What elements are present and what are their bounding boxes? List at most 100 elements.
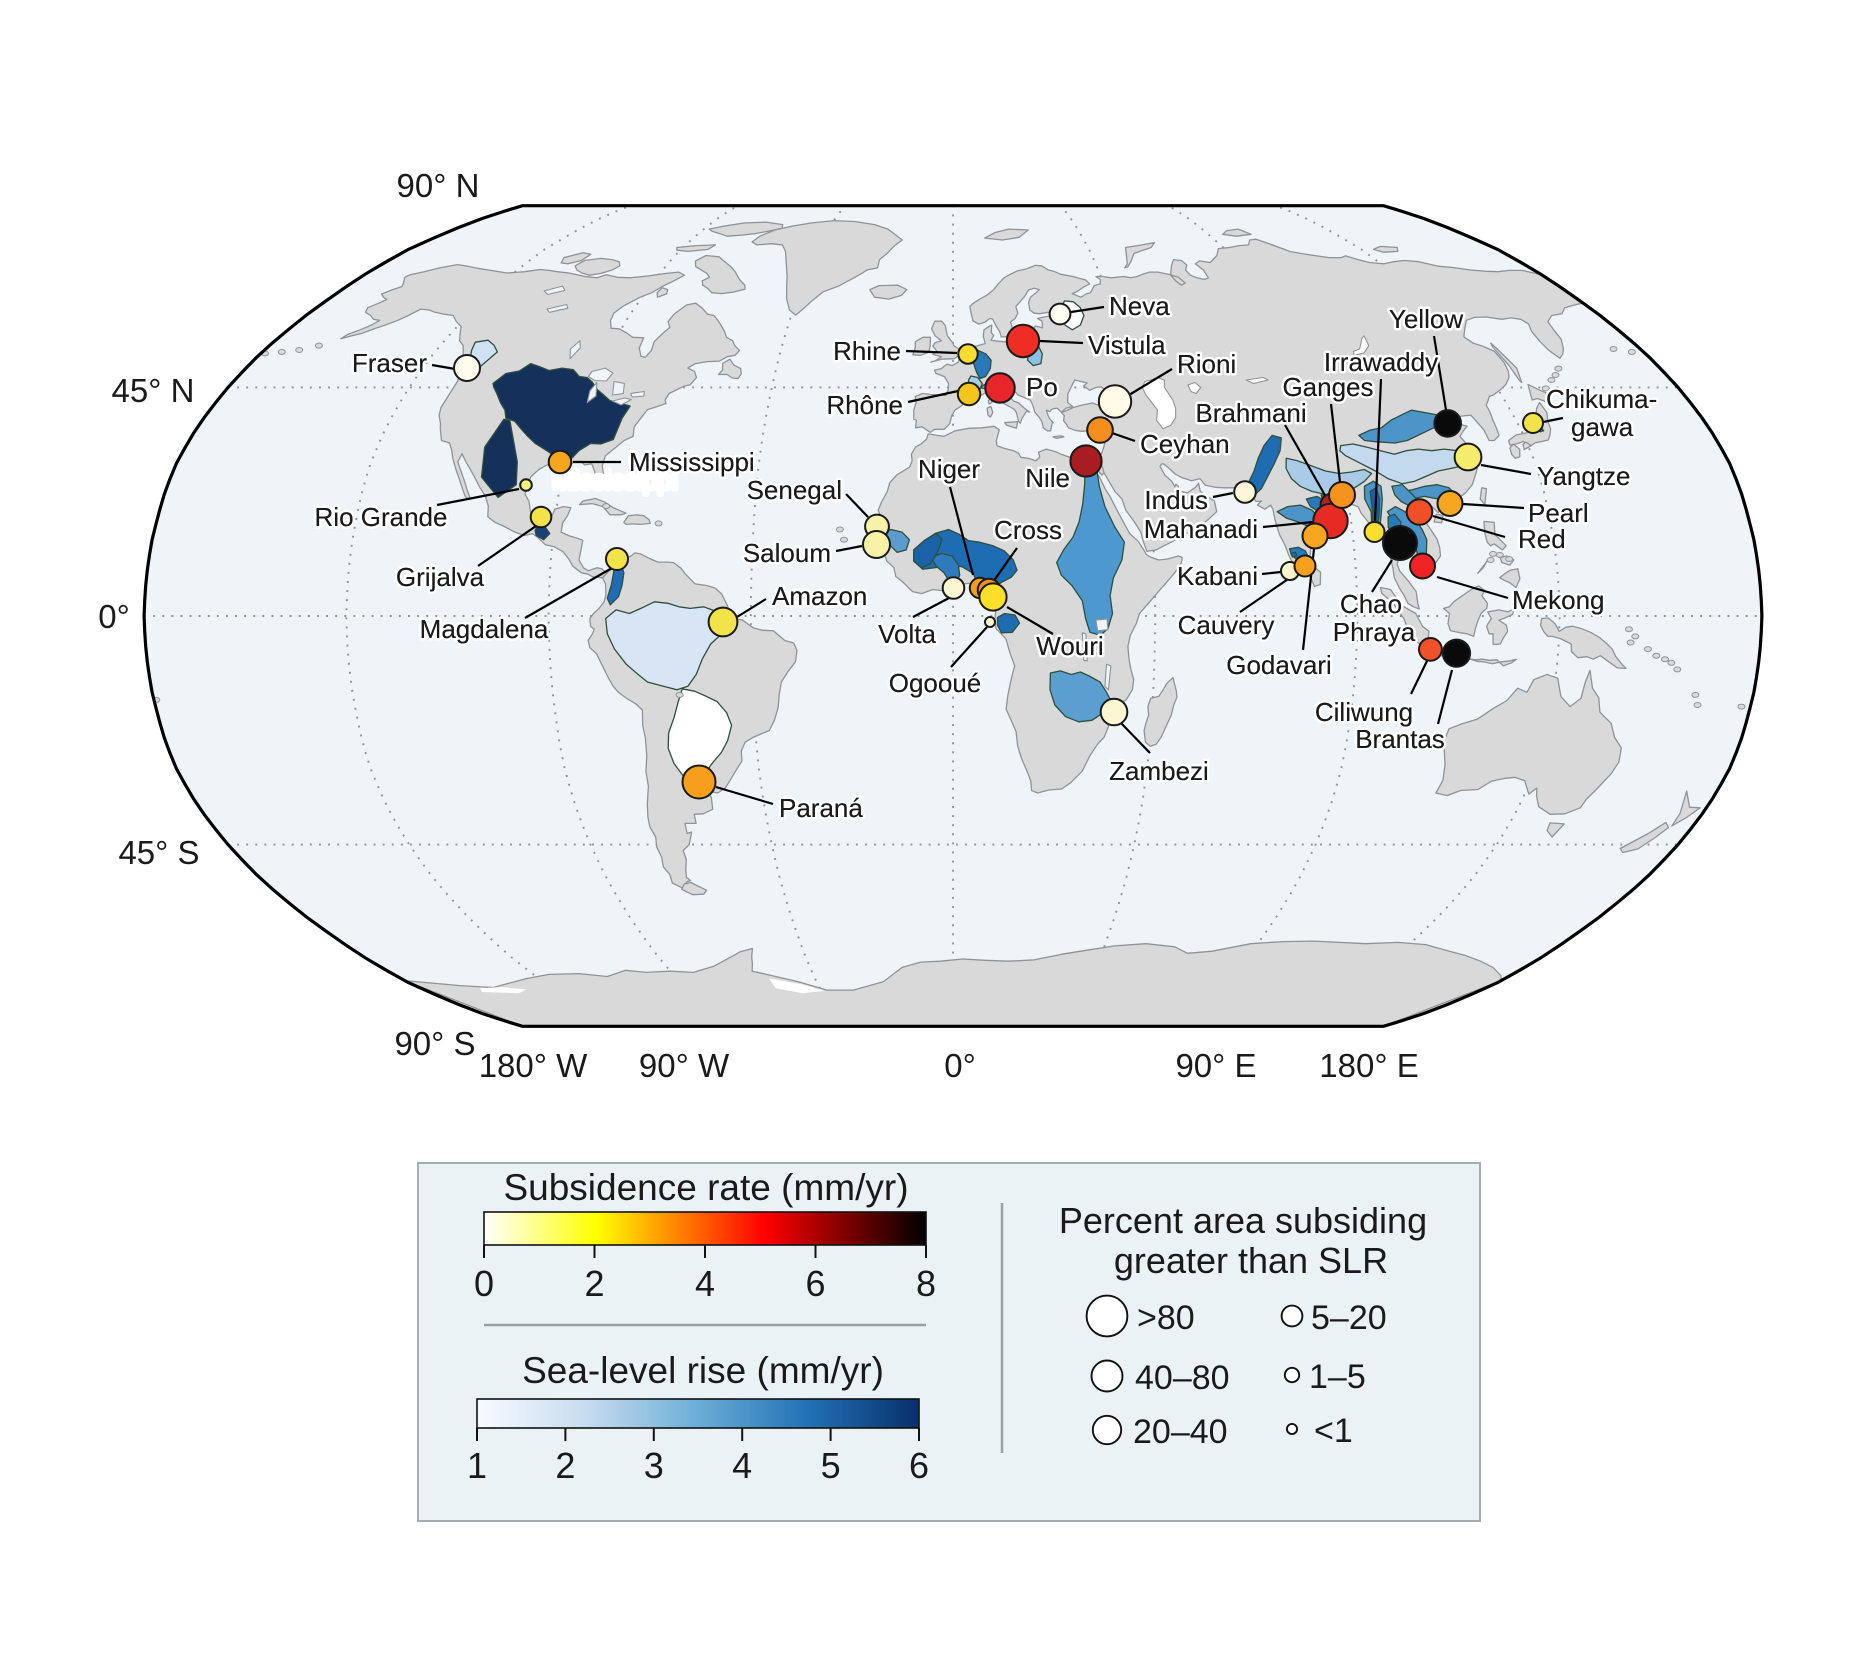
svg-text:Phraya: Phraya [1333, 617, 1416, 647]
svg-text:Rio Grande: Rio Grande [315, 502, 448, 532]
svg-text:Neva: Neva [1109, 291, 1170, 321]
svg-text:Pearl: Pearl [1528, 498, 1589, 528]
svg-text:Mahanadi: Mahanadi [1144, 514, 1258, 544]
svg-text:Volta: Volta [878, 619, 936, 649]
svg-text:Amazon: Amazon [772, 581, 867, 611]
svg-text:Mississippi: Mississippi [629, 447, 755, 477]
svg-text:1–5: 1–5 [1309, 1358, 1366, 1396]
svg-text:90° N: 90° N [397, 167, 480, 204]
svg-text:Rioni: Rioni [1177, 349, 1236, 379]
svg-text:Senegal: Senegal [747, 475, 842, 505]
svg-text:Kabani: Kabani [1177, 561, 1258, 591]
svg-text:Neva: Neva [1109, 291, 1170, 321]
svg-text:gawa: gawa [1571, 412, 1634, 442]
svg-text:Fraser: Fraser [352, 348, 427, 378]
svg-text:8: 8 [916, 1263, 936, 1304]
svg-text:Magdalena: Magdalena [420, 614, 549, 644]
svg-text:Wouri: Wouri [1036, 631, 1103, 661]
svg-text:Yellow: Yellow [1389, 304, 1463, 334]
svg-text:Ogooué: Ogooué [889, 668, 982, 698]
svg-text:Ciliwung: Ciliwung [1315, 697, 1413, 727]
svg-text:45° S: 45° S [118, 834, 199, 871]
svg-text:0: 0 [474, 1263, 494, 1304]
svg-text:Rhine: Rhine [833, 336, 901, 366]
svg-text:Senegal: Senegal [747, 475, 842, 505]
svg-text:Rhône: Rhône [826, 390, 903, 420]
svg-text:Vistula: Vistula [1088, 330, 1166, 360]
svg-text:Yangtze: Yangtze [1537, 461, 1630, 491]
svg-text:Rhône: Rhône [826, 390, 903, 420]
svg-text:Ceyhan: Ceyhan [1140, 429, 1230, 459]
svg-text:5: 5 [821, 1445, 841, 1486]
svg-text:Cross: Cross [994, 515, 1062, 545]
svg-text:Ganges: Ganges [1282, 372, 1373, 402]
svg-text:Subsidence rate (mm/yr): Subsidence rate (mm/yr) [503, 1167, 908, 1208]
svg-text:6: 6 [909, 1445, 929, 1486]
svg-text:90° S: 90° S [394, 1025, 475, 1062]
svg-text:180° E: 180° E [1319, 1047, 1418, 1084]
svg-text:Mississippi: Mississippi [629, 447, 755, 477]
svg-text:Po: Po [1026, 372, 1058, 402]
svg-text:Magdalena: Magdalena [420, 614, 549, 644]
svg-text:Paraná: Paraná [779, 793, 863, 823]
svg-text:4: 4 [732, 1445, 752, 1486]
svg-text:Brahmani: Brahmani [1195, 398, 1306, 428]
svg-text:Brantas: Brantas [1355, 724, 1445, 754]
svg-text:Phraya: Phraya [1333, 617, 1416, 647]
svg-text:Ganges: Ganges [1282, 372, 1373, 402]
svg-text:Indus: Indus [1144, 485, 1208, 515]
svg-text:45° N: 45° N [112, 372, 195, 409]
svg-text:Irrawaddy: Irrawaddy [1324, 347, 1438, 377]
svg-text:180° W: 180° W [479, 1047, 588, 1084]
svg-text:Saloum: Saloum [743, 538, 831, 568]
svg-text:Rhine: Rhine [833, 336, 901, 366]
svg-text:Yangtze: Yangtze [1537, 461, 1630, 491]
svg-text:Ogooué: Ogooué [889, 668, 982, 698]
svg-text:Cauvery: Cauvery [1178, 610, 1275, 640]
svg-text:Volta: Volta [878, 619, 936, 649]
svg-text:Mahanadi: Mahanadi [1144, 514, 1258, 544]
svg-text:Po: Po [1026, 372, 1058, 402]
svg-text:0°: 0° [944, 1047, 976, 1084]
svg-text:Mississippi: Mississippi [552, 465, 678, 495]
svg-text:Rioni: Rioni [1177, 349, 1236, 379]
svg-text:Zambezi: Zambezi [1109, 756, 1209, 786]
svg-text:Ciliwung: Ciliwung [1315, 697, 1413, 727]
svg-text:2: 2 [555, 1445, 575, 1486]
svg-text:Cauvery: Cauvery [1178, 610, 1275, 640]
svg-text:Chikuma-: Chikuma- [1546, 384, 1657, 414]
svg-text:Nile: Nile [1025, 463, 1070, 493]
svg-text:Ceyhan: Ceyhan [1140, 429, 1230, 459]
svg-text:Nile: Nile [1025, 463, 1070, 493]
svg-text:5–20: 5–20 [1311, 1299, 1387, 1337]
svg-text:Chao: Chao [1340, 589, 1402, 619]
svg-text:Kabani: Kabani [1177, 561, 1258, 591]
svg-text:Mekong: Mekong [1512, 585, 1605, 615]
svg-text:Godavari: Godavari [1226, 650, 1332, 680]
svg-text:<1: <1 [1314, 1412, 1353, 1450]
svg-text:Rio Grande: Rio Grande [315, 502, 448, 532]
svg-text:1: 1 [467, 1445, 487, 1486]
svg-text:Brantas: Brantas [1355, 724, 1445, 754]
svg-text:20–40: 20–40 [1133, 1413, 1228, 1451]
svg-text:2: 2 [584, 1263, 604, 1304]
svg-text:6: 6 [805, 1263, 825, 1304]
svg-text:3: 3 [644, 1445, 664, 1486]
svg-text:Wouri: Wouri [1036, 631, 1103, 661]
svg-text:Indus: Indus [1144, 485, 1208, 515]
svg-text:Godavari: Godavari [1226, 650, 1332, 680]
svg-text:40–80: 40–80 [1135, 1359, 1230, 1397]
svg-text:Red: Red [1518, 524, 1566, 554]
svg-text:>80: >80 [1137, 1299, 1195, 1337]
svg-text:90° E: 90° E [1175, 1047, 1256, 1084]
svg-text:Paraná: Paraná [779, 793, 863, 823]
svg-text:Sea-level rise (mm/yr): Sea-level rise (mm/yr) [522, 1350, 884, 1391]
svg-text:Brahmani: Brahmani [1195, 398, 1306, 428]
svg-text:Chao: Chao [1340, 589, 1402, 619]
svg-text:Mekong: Mekong [1512, 585, 1605, 615]
svg-text:Percent area subsiding: Percent area subsiding [1059, 1200, 1427, 1241]
svg-text:Niger: Niger [918, 454, 980, 484]
svg-text:Saloum: Saloum [743, 538, 831, 568]
svg-text:Zambezi: Zambezi [1109, 756, 1209, 786]
svg-text:90° W: 90° W [639, 1047, 730, 1084]
